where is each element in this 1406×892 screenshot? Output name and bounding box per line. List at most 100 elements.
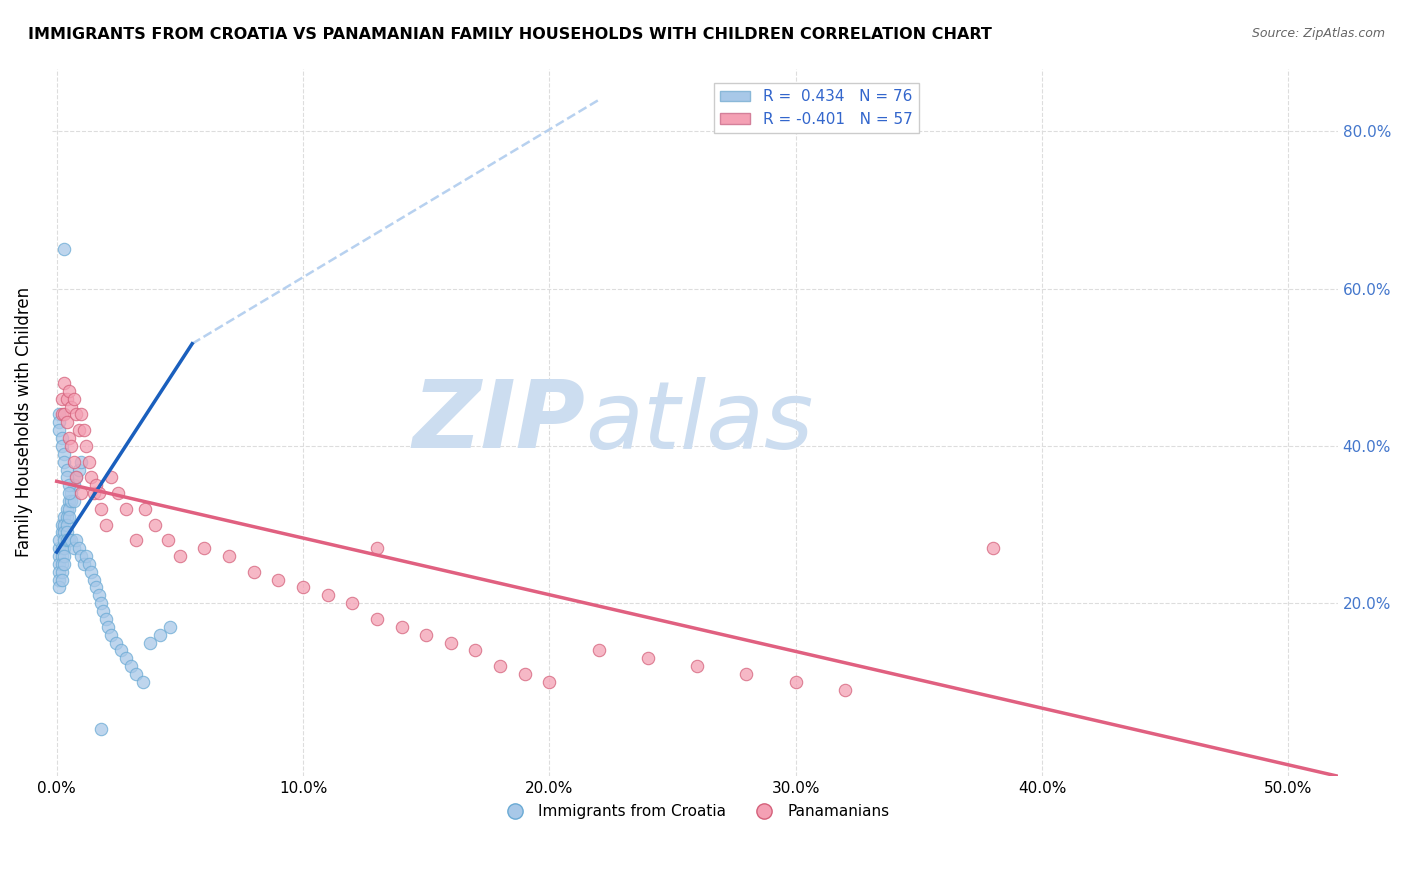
Point: [104, 635, 127, 649]
Point: [90, 722, 112, 736]
Point: [51, 431, 73, 445]
Point: [53, 517, 76, 532]
Point: [58, 509, 80, 524]
Point: [464, 643, 486, 657]
Point: [70, 455, 93, 469]
Point: [63, 455, 86, 469]
Point: [51, 541, 73, 556]
Point: [60, 439, 83, 453]
Point: [53, 549, 76, 563]
Point: [53, 525, 76, 540]
Point: [77, 557, 100, 571]
Point: [65, 408, 87, 422]
Point: [48, 565, 70, 579]
Point: [48, 423, 70, 437]
Point: [67, 462, 90, 476]
Text: Source: ZipAtlas.com: Source: ZipAtlas.com: [1251, 27, 1385, 40]
Point: [342, 596, 364, 610]
Point: [58, 384, 80, 398]
Point: [686, 659, 709, 673]
Point: [80, 470, 103, 484]
Point: [60, 486, 83, 500]
Point: [77, 455, 100, 469]
Point: [55, 517, 77, 532]
Point: [75, 549, 97, 563]
Point: [489, 659, 512, 673]
Point: [65, 470, 87, 484]
Point: [48, 533, 70, 548]
Point: [143, 517, 166, 532]
Point: [73, 557, 96, 571]
Point: [53, 376, 76, 390]
Point: [58, 501, 80, 516]
Point: [51, 392, 73, 406]
Point: [48, 408, 70, 422]
Point: [63, 478, 86, 492]
Point: [75, 439, 97, 453]
Point: [100, 470, 122, 484]
Point: [159, 620, 181, 634]
Point: [53, 541, 76, 556]
Point: [83, 486, 105, 500]
Point: [60, 400, 83, 414]
Point: [114, 651, 136, 665]
Point: [63, 541, 86, 556]
Point: [67, 541, 90, 556]
Point: [981, 541, 1004, 556]
Point: [366, 541, 388, 556]
Point: [51, 565, 73, 579]
Point: [90, 501, 112, 516]
Point: [55, 501, 77, 516]
Point: [114, 501, 136, 516]
Point: [63, 494, 86, 508]
Point: [242, 565, 264, 579]
Text: IMMIGRANTS FROM CROATIA VS PANAMANIAN FAMILY HOUSEHOLDS WITH CHILDREN CORRELATIO: IMMIGRANTS FROM CROATIA VS PANAMANIAN FA…: [28, 27, 993, 42]
Point: [292, 581, 315, 595]
Point: [55, 533, 77, 548]
Point: [267, 573, 290, 587]
Point: [169, 549, 191, 563]
Point: [73, 423, 96, 437]
Point: [55, 415, 77, 429]
Point: [735, 667, 758, 681]
Point: [513, 667, 536, 681]
Point: [94, 517, 117, 532]
Point: [97, 620, 120, 634]
Point: [65, 470, 87, 484]
Point: [53, 509, 76, 524]
Point: [316, 588, 339, 602]
Point: [134, 501, 156, 516]
Point: [93, 604, 115, 618]
Y-axis label: Family Households with Children: Family Households with Children: [15, 287, 32, 558]
Point: [58, 533, 80, 548]
Point: [55, 509, 77, 524]
Point: [65, 533, 87, 548]
Point: [80, 565, 103, 579]
Point: [48, 573, 70, 587]
Point: [53, 408, 76, 422]
Point: [51, 549, 73, 563]
Point: [51, 439, 73, 453]
Point: [60, 494, 83, 508]
Point: [637, 651, 659, 665]
Point: [60, 533, 83, 548]
Point: [58, 486, 80, 500]
Point: [149, 627, 172, 641]
Point: [834, 682, 856, 697]
Point: [55, 392, 77, 406]
Point: [51, 573, 73, 587]
Point: [415, 627, 437, 641]
Point: [53, 455, 76, 469]
Point: [90, 596, 112, 610]
Point: [58, 431, 80, 445]
Point: [218, 549, 240, 563]
Legend: Immigrants from Croatia, Panamanians: Immigrants from Croatia, Panamanians: [494, 798, 896, 825]
Point: [107, 486, 129, 500]
Point: [538, 674, 561, 689]
Point: [87, 486, 110, 500]
Point: [48, 549, 70, 563]
Point: [110, 643, 132, 657]
Point: [785, 674, 807, 689]
Point: [124, 533, 146, 548]
Point: [124, 667, 146, 681]
